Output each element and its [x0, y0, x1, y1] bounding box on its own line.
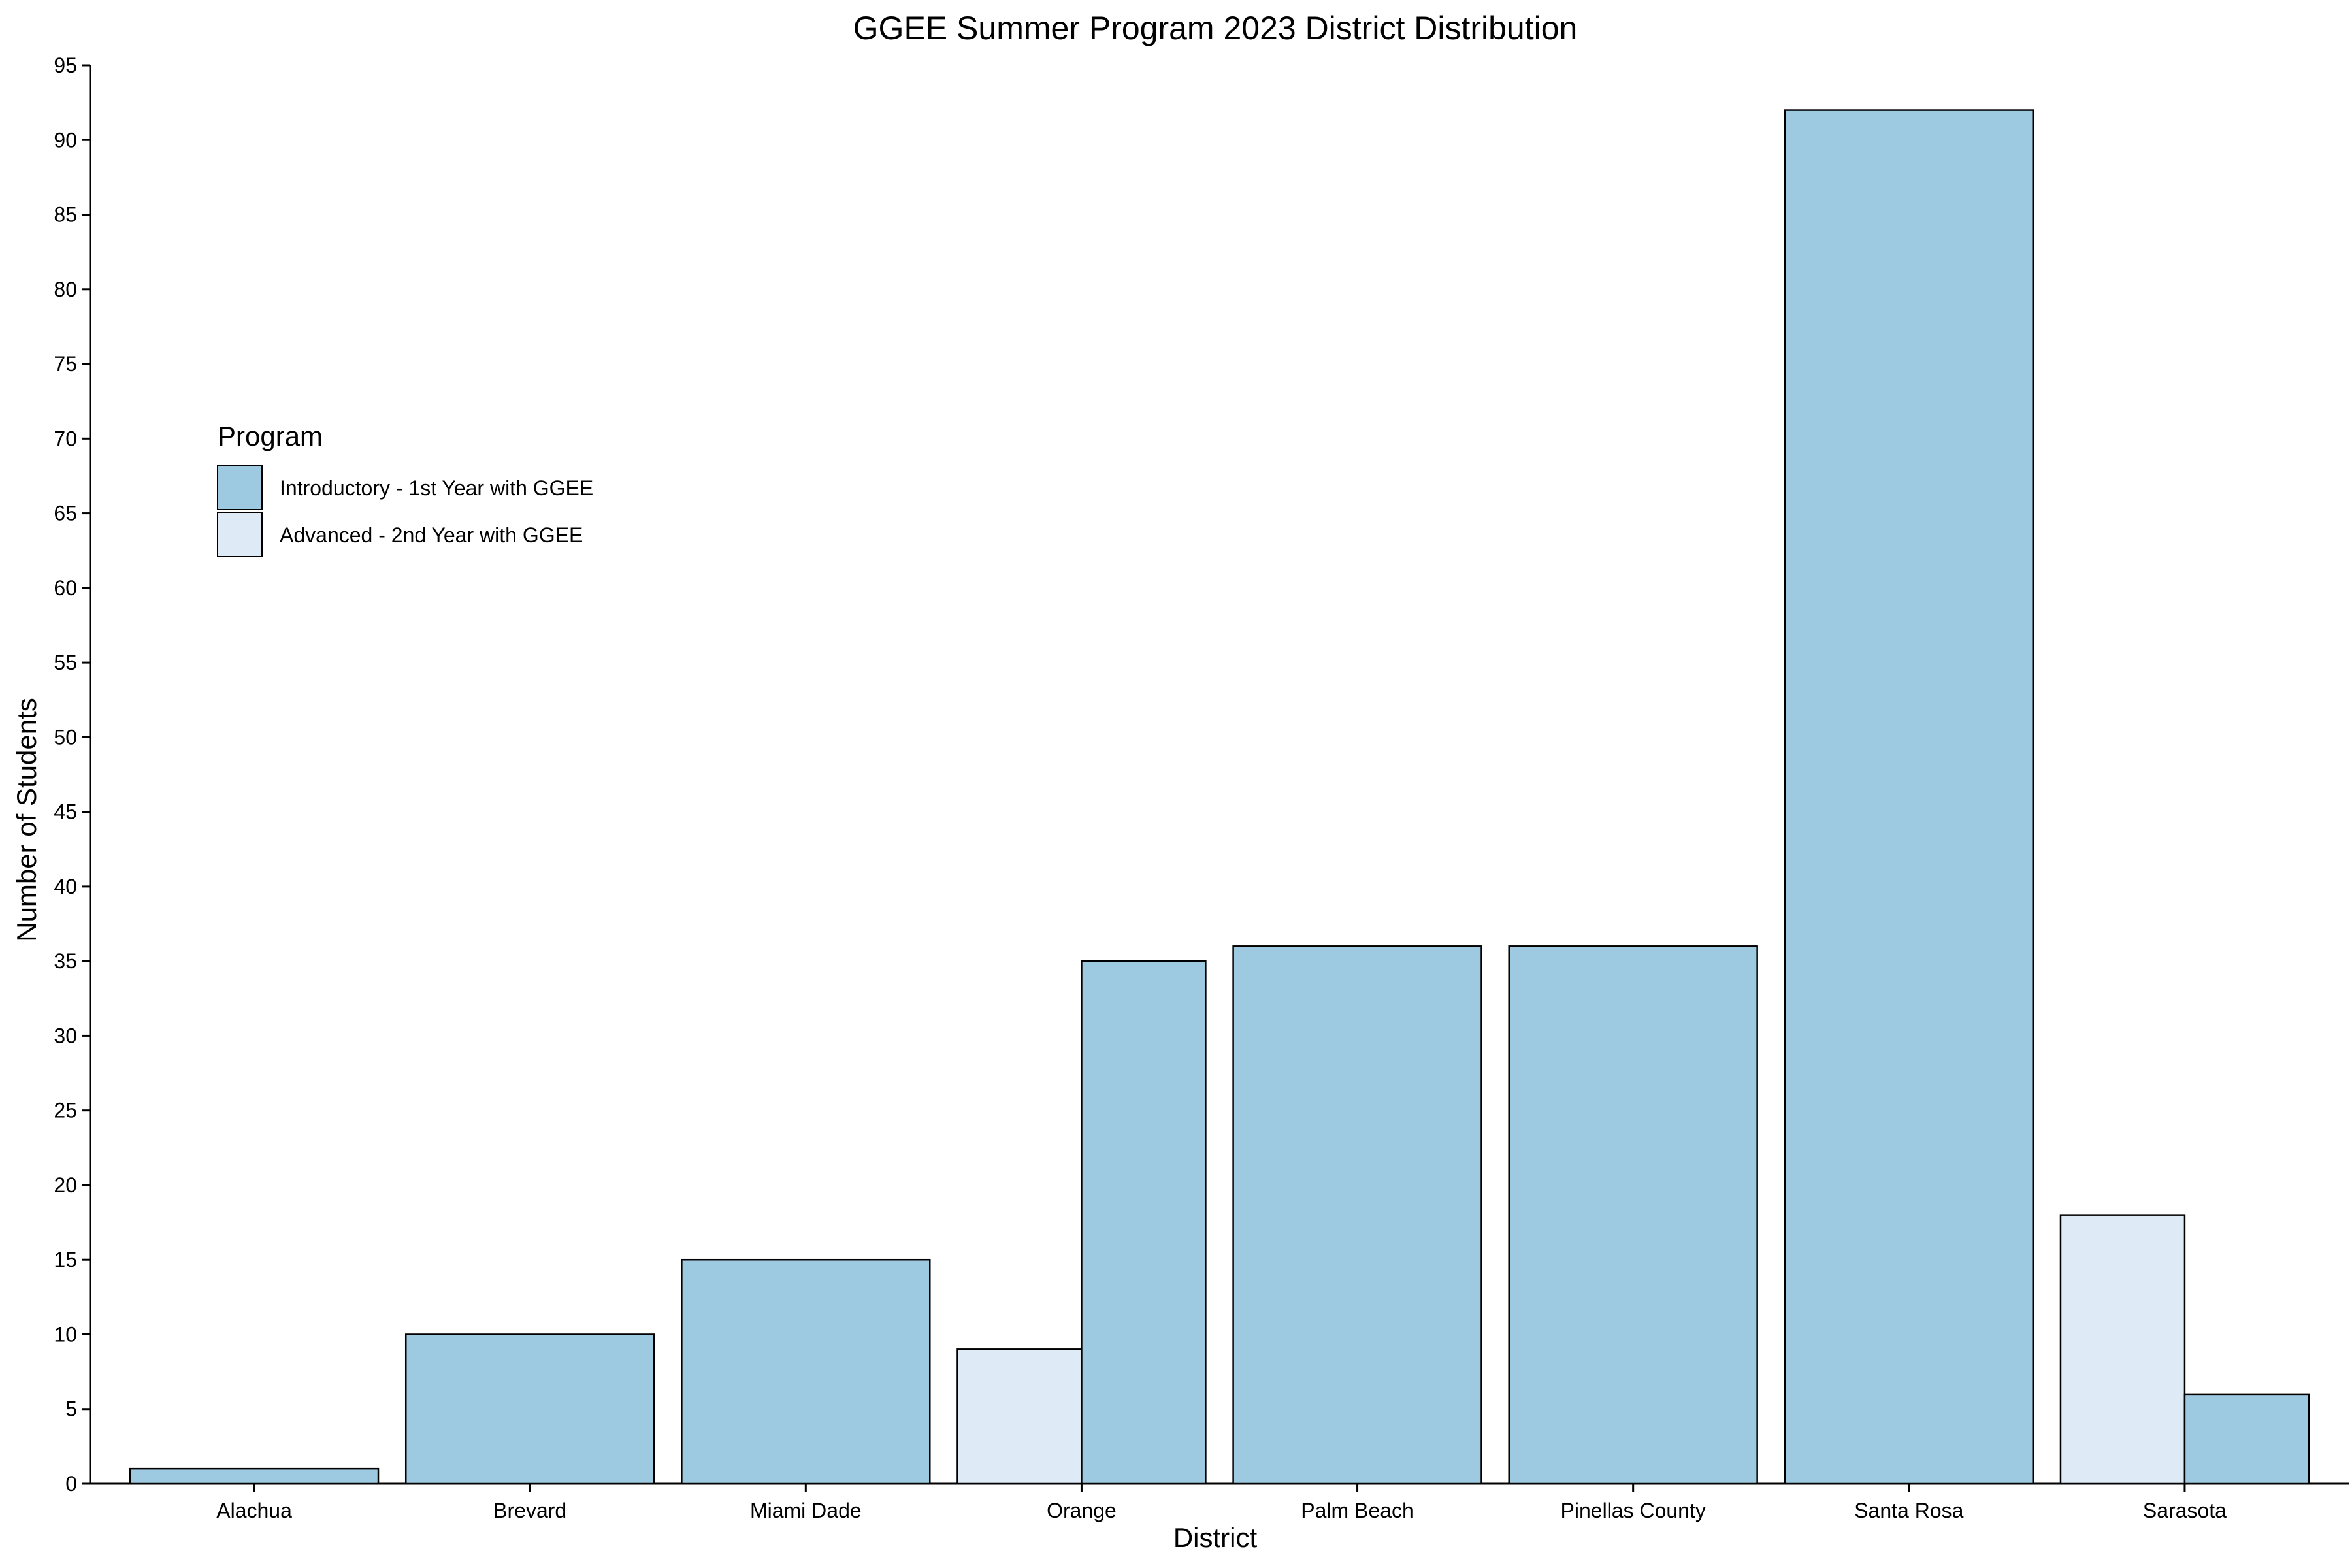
y-tick-label: 40 [54, 875, 77, 898]
y-tick-label: 55 [54, 651, 77, 674]
bars [129, 109, 2310, 1485]
y-tick-label: 45 [54, 800, 77, 824]
x-tick-label: Palm Beach [1301, 1499, 1414, 1522]
bar-sarasota-introductory [2183, 1393, 2310, 1485]
bar-orange-introductory [1081, 960, 1207, 1485]
bar-brevard-introductory [404, 1333, 655, 1485]
x-tick-label: Miami Dade [750, 1499, 862, 1522]
x-axis-title: District [1173, 1522, 1258, 1553]
y-tick-label: 30 [54, 1024, 77, 1047]
bar-miami-dade-introductory [681, 1258, 931, 1485]
legend: Program Introductory - 1st Year with GGE… [217, 421, 593, 557]
y-tick-label: 70 [54, 427, 77, 450]
bar-santa-rosa-introductory [1784, 109, 2034, 1485]
legend-label-advanced: Advanced - 2nd Year with GGEE [280, 523, 583, 547]
bar-pinellas-county-introductory [1508, 945, 1758, 1485]
y-tick-label: 5 [65, 1397, 77, 1421]
y-tick-label: 15 [54, 1248, 77, 1271]
x-axis: Alachua Brevard Miami Dade Orange Palm Beach… [90, 1482, 2349, 1522]
x-tick-label: Alachua [216, 1499, 292, 1522]
legend-swatch-advanced [217, 512, 263, 557]
y-tick-label: 65 [54, 502, 77, 525]
x-tick-label: Pinellas County [1561, 1499, 1706, 1522]
x-tick-label: Orange [1047, 1499, 1117, 1522]
y-tick-label: 35 [54, 949, 77, 973]
x-tick-label: Sarasota [2143, 1499, 2227, 1522]
y-axis: 0 5 10 15 20 25 30 35 40 45 50 55 60 65 70 75 80 85 90 95 [54, 54, 91, 1495]
y-axis-title: Number of Students [11, 698, 42, 942]
bar-sarasota-advanced [2059, 1214, 2186, 1485]
y-tick-label: 90 [54, 128, 77, 152]
y-tick-label: 75 [54, 352, 77, 376]
y-tick-label: 25 [54, 1099, 77, 1122]
chart-title: GGEE Summer Program 2023 District Distri… [853, 10, 1578, 46]
legend-swatch-introductory [217, 465, 263, 510]
bar-orange-advanced [956, 1348, 1083, 1485]
legend-label-introductory: Introductory - 1st Year with GGEE [280, 476, 593, 500]
bar-palm-beach-introductory [1232, 945, 1482, 1485]
y-tick-label: 20 [54, 1173, 77, 1197]
y-tick-label: 60 [54, 576, 77, 600]
y-tick-label: 95 [54, 54, 77, 77]
y-tick-label: 80 [54, 278, 77, 301]
x-tick-label: Santa Rosa [1854, 1499, 1963, 1522]
y-tick-label: 0 [65, 1472, 77, 1495]
x-tick-label: Brevard [493, 1499, 566, 1522]
legend-title: Program [218, 421, 323, 451]
bar-alachua-introductory [129, 1467, 380, 1485]
y-tick-label: 10 [54, 1322, 77, 1346]
y-tick-label: 50 [54, 725, 77, 749]
y-tick-label: 85 [54, 203, 77, 227]
